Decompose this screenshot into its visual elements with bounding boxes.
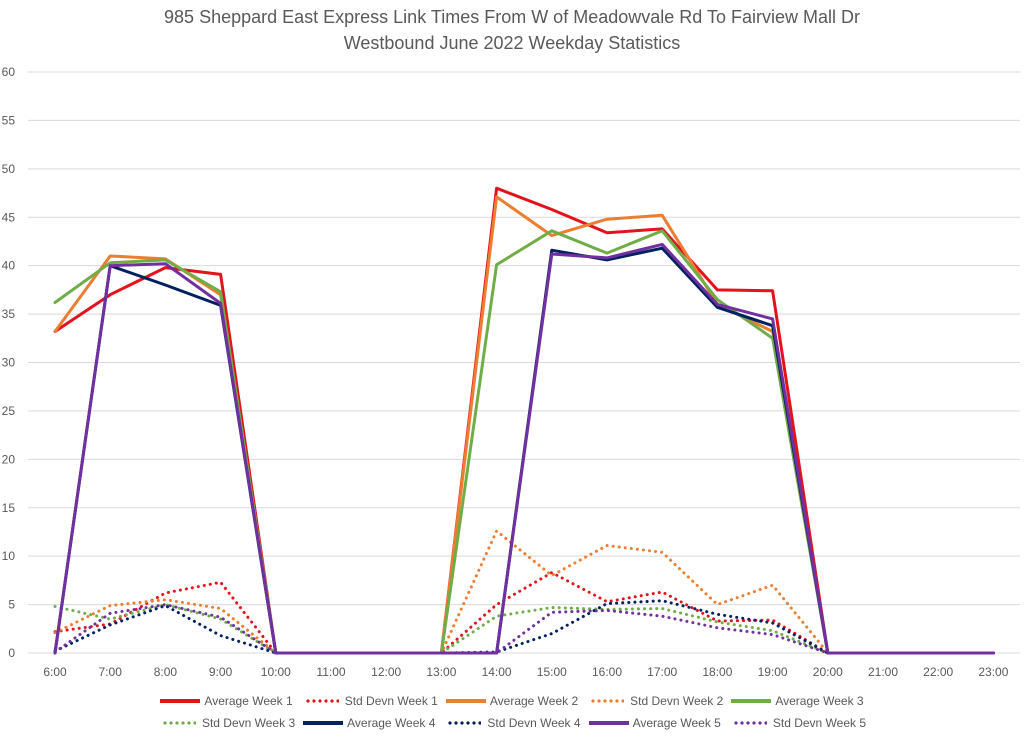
legend-item: Std Devn Week 2 [586, 694, 723, 708]
series-line-average-week-1 [53, 186, 995, 655]
y-tick-label: 60 [2, 65, 16, 79]
x-tick-label: 13:00 [426, 665, 456, 679]
y-tick-label: 35 [2, 307, 16, 321]
gridlines [28, 71, 1020, 654]
legend-row: Std Devn Week 3 Average Week 4 Std Devn We… [0, 712, 1024, 734]
legend-item: Std Devn Week 3 [158, 716, 295, 730]
y-tick-label: 45 [2, 210, 16, 224]
x-tick-label: 12:00 [371, 665, 401, 679]
x-tick-label: 16:00 [592, 665, 622, 679]
y-tick-label: 40 [2, 259, 16, 273]
x-tick-label: 15:00 [537, 665, 567, 679]
legend-row: Average Week 1 Std Devn Week 1 Average Wee… [0, 690, 1024, 712]
legend-solid-line-swatch [588, 718, 629, 728]
y-tick-label: 10 [2, 549, 16, 563]
legend-label: Std Devn Week 2 [630, 694, 724, 708]
legend-label: Average Week 4 [347, 716, 436, 730]
series-line-std-devn-week-2 [53, 529, 995, 655]
legend-solid-line-swatch [445, 696, 486, 706]
legend-dotted-line-swatch [301, 696, 341, 706]
chart-subtitle: Westbound June 2022 Weekday Statistics [343, 33, 681, 53]
legend-solid-line-swatch [731, 696, 772, 706]
x-tick-label: 6:00 [43, 665, 67, 679]
legend-label: Average Week 5 [632, 716, 721, 730]
y-tick-label: 0 [8, 646, 15, 660]
legend-dotted-line-swatch [586, 696, 626, 706]
series-line-std-devn-week-5 [53, 603, 995, 655]
legend-label: Std Devn Week 1 [344, 694, 438, 708]
legend-item: Average Week 4 [303, 716, 435, 730]
x-tick-label: 10:00 [261, 665, 291, 679]
y-tick-label: 5 [8, 598, 15, 612]
y-tick-label: 25 [2, 404, 16, 418]
x-tick-label: 22:00 [923, 665, 953, 679]
legend-solid-line-swatch [303, 718, 344, 728]
x-tick-label: 17:00 [647, 665, 677, 679]
x-tick-label: 21:00 [868, 665, 898, 679]
x-tick-label: 11:00 [316, 665, 345, 679]
legend-item: Average Week 3 [731, 694, 864, 708]
chart-title: 985 Sheppard East Express Link Times Fro… [0, 4, 1024, 56]
series-line-average-week-5 [53, 242, 995, 655]
legend-label: Std Devn Week 5 [772, 716, 867, 730]
y-axis-ticks: 0 5 10 15 20 25 30 35 40 45 50 55 60 [2, 65, 16, 660]
x-tick-label: 7:00 [99, 665, 123, 679]
y-tick-label: 15 [2, 501, 16, 515]
x-tick-label: 23:00 [978, 665, 1008, 679]
legend-item: Std Devn Week 4 [443, 716, 581, 730]
x-tick-label: 9:00 [209, 665, 233, 679]
legend-item: Std Devn Week 1 [301, 694, 438, 708]
legend-solid-line-swatch [160, 696, 201, 706]
y-tick-label: 30 [2, 356, 16, 370]
x-tick-label: 18:00 [702, 665, 732, 679]
legend-item: Average Week 5 [588, 716, 721, 730]
legend-label: Std Devn Week 3 [201, 716, 296, 730]
legend-item: Std Devn Week 5 [729, 716, 866, 730]
x-tick-label: 8:00 [154, 665, 178, 679]
legend-dotted-line-swatch [729, 718, 769, 728]
x-tick-label: 20:00 [813, 665, 843, 679]
legend-dotted-line-swatch [443, 718, 483, 728]
x-tick-label: 19:00 [758, 665, 788, 679]
legend-dotted-line-swatch [158, 718, 198, 728]
x-tick-label: 14:00 [482, 665, 512, 679]
legend-label: Average Week 2 [489, 694, 579, 708]
series-line-std-devn-week-4 [53, 599, 995, 655]
y-tick-label: 50 [2, 162, 16, 176]
chart-legend: Average Week 1 Std Devn Week 1 Average Wee… [0, 690, 1024, 734]
y-tick-label: 20 [2, 452, 16, 466]
chart-title-line-1: 985 Sheppard East Express Link Times Fro… [164, 7, 860, 27]
legend-item: Average Week 2 [445, 694, 579, 708]
legend-label: Average Week 1 [204, 694, 293, 708]
y-tick-label: 55 [2, 113, 16, 127]
x-axis-ticks: 6:00 7:00 8:00 9:00 10:00 11:00 12:00 13:00 14:0… [43, 665, 1008, 679]
legend-label: Average Week 3 [775, 694, 864, 708]
legend-label: Std Devn Week 4 [487, 716, 581, 730]
series-line-std-devn-week-3 [53, 603, 995, 655]
legend-item: Average Week 1 [160, 694, 293, 708]
series-lines [53, 186, 995, 655]
